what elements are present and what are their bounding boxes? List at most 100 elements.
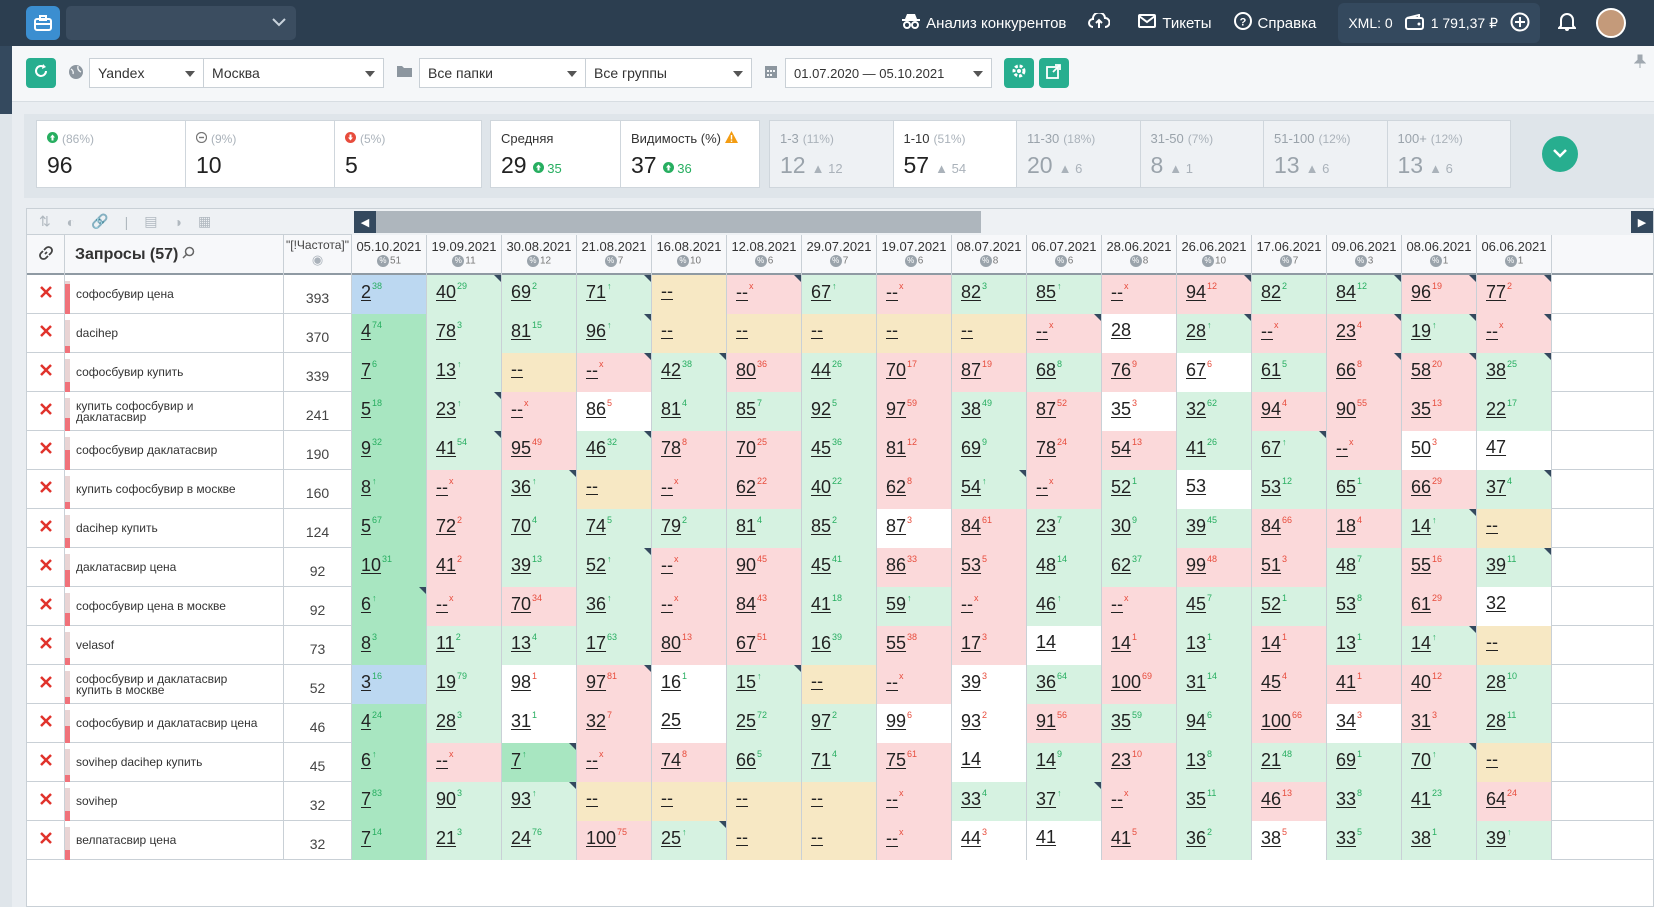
position-cell[interactable]: 4536 — [802, 431, 877, 470]
position-cell[interactable]: 5538 — [877, 626, 952, 665]
help-link[interactable]: ? Справка — [1233, 12, 1316, 34]
date-column-header[interactable]: 19.07.2021% 6 — [877, 235, 952, 275]
position-cell[interactable]: 131 — [1177, 626, 1252, 665]
query-cell[interactable]: софосбувир и даклатасвир цена — [65, 704, 284, 743]
position-cell[interactable]: 14 — [952, 743, 1027, 782]
date-column-header[interactable]: 26.06.2021% 10 — [1177, 235, 1252, 275]
position-cell[interactable]: 668 — [1327, 353, 1402, 392]
horizontal-scrollbar[interactable]: ◀ ▶ — [352, 209, 1653, 235]
group-select[interactable]: Все группы — [585, 58, 752, 88]
position-cell[interactable]: -- — [727, 821, 802, 860]
delete-row-button[interactable] — [27, 626, 65, 665]
position-cell[interactable]: 8013 — [652, 626, 727, 665]
position-cell[interactable]: 4541 — [802, 548, 877, 587]
position-cell[interactable]: 6424 — [1477, 782, 1552, 821]
toggle-icon[interactable]: ◐ — [66, 213, 76, 230]
position-cell[interactable]: 309 — [1102, 509, 1177, 548]
position-cell[interactable]: --x — [1102, 275, 1177, 314]
position-cell[interactable]: 28↑ — [1177, 314, 1252, 353]
position-cell[interactable]: 71↑ — [577, 275, 652, 314]
position-cell[interactable]: 3913 — [502, 548, 577, 587]
position-cell[interactable]: 699 — [952, 431, 1027, 470]
query-cell[interactable]: dacihep — [65, 314, 284, 353]
position-cell[interactable]: 3825 — [1477, 353, 1552, 392]
position-cell[interactable]: 8443 — [727, 587, 802, 626]
position-cell[interactable]: 238 — [352, 275, 427, 314]
link-column-header[interactable] — [27, 235, 65, 275]
position-cell[interactable]: 3511 — [1177, 782, 1252, 821]
sort-icon[interactable]: ⇅ — [39, 213, 51, 229]
position-cell[interactable]: 237 — [1027, 509, 1102, 548]
position-cell[interactable]: -- — [802, 665, 877, 704]
position-cell[interactable]: 1031 — [352, 548, 427, 587]
position-cell[interactable]: 714 — [352, 821, 427, 860]
position-cell[interactable]: 745 — [577, 509, 652, 548]
position-cell[interactable]: 112 — [427, 626, 502, 665]
scrollbar-thumb[interactable] — [376, 211, 981, 233]
position-cell[interactable]: 4814 — [1027, 548, 1102, 587]
position-cell[interactable]: 46↑ — [1027, 587, 1102, 626]
position-cell[interactable]: 411 — [1327, 665, 1402, 704]
position-cell[interactable]: 457 — [1177, 587, 1252, 626]
position-cell[interactable]: -- — [877, 314, 952, 353]
position-cell[interactable]: --x — [877, 275, 952, 314]
position-cell[interactable]: 691 — [1327, 743, 1402, 782]
link-icon[interactable]: 🔗 — [91, 213, 109, 229]
position-cell[interactable]: 857 — [727, 392, 802, 431]
position-cell[interactable]: 783 — [427, 314, 502, 353]
briefcase-icon[interactable] — [26, 6, 60, 40]
position-cell[interactable]: --x — [877, 782, 952, 821]
delete-row-button[interactable] — [27, 665, 65, 704]
position-cell[interactable]: 873 — [877, 509, 952, 548]
position-cell[interactable]: 374 — [1477, 470, 1552, 509]
stat-same[interactable]: (9%) 10 — [186, 121, 335, 187]
position-cell[interactable]: -- — [802, 782, 877, 821]
position-cell[interactable]: --x — [877, 665, 952, 704]
position-cell[interactable]: 487 — [1327, 548, 1402, 587]
position-cell[interactable]: 393 — [952, 665, 1027, 704]
notifications-button[interactable] — [1556, 11, 1582, 35]
position-cell[interactable]: 234 — [1327, 314, 1402, 353]
position-cell[interactable]: 4123 — [1402, 782, 1477, 821]
position-cell[interactable]: 3911 — [1477, 548, 1552, 587]
position-cell[interactable]: 5820 — [1402, 353, 1477, 392]
position-cell[interactable]: 13↑ — [427, 353, 502, 392]
delete-row-button[interactable] — [27, 548, 65, 587]
position-cell[interactable]: 10066 — [1252, 704, 1327, 743]
position-cell[interactable]: 85↑ — [1027, 275, 1102, 314]
position-cell[interactable]: 443 — [952, 821, 1027, 860]
position-cell[interactable]: 8115 — [502, 314, 577, 353]
delete-row-button[interactable] — [27, 821, 65, 860]
position-cell[interactable]: --x — [502, 392, 577, 431]
date-column-header[interactable]: 06.06.2021% 1 — [1477, 235, 1552, 275]
position-cell[interactable]: 28 — [1102, 314, 1177, 353]
position-cell[interactable]: 722 — [427, 509, 502, 548]
query-cell[interactable]: софосбувир купить — [65, 353, 284, 392]
position-cell[interactable]: 503 — [1402, 431, 1477, 470]
position-cell[interactable]: 4426 — [802, 353, 877, 392]
position-cell[interactable]: -- — [952, 314, 1027, 353]
stat-down[interactable]: (5%) 5 — [335, 121, 483, 187]
date-column-header[interactable]: 17.06.2021% 7 — [1252, 235, 1327, 275]
date-column-header[interactable]: 19.09.2021% 11 — [427, 235, 502, 275]
delete-row-button[interactable] — [27, 743, 65, 782]
position-cell[interactable]: -- — [1477, 626, 1552, 665]
search-engine-select[interactable]: Yandex — [89, 58, 204, 88]
position-cell[interactable]: 3559 — [1102, 704, 1177, 743]
position-cell[interactable]: 521 — [1252, 587, 1327, 626]
position-cell[interactable]: -- — [802, 821, 877, 860]
position-cell[interactable]: 32 — [1477, 587, 1552, 626]
position-cell[interactable]: 996 — [877, 704, 952, 743]
position-cell[interactable]: 665 — [727, 743, 802, 782]
position-cell[interactable]: --x — [1327, 431, 1402, 470]
delete-row-button[interactable] — [27, 470, 65, 509]
position-cell[interactable]: 2310 — [1102, 743, 1177, 782]
position-cell[interactable]: 14↑ — [1402, 509, 1477, 548]
position-cell[interactable]: 822 — [1252, 275, 1327, 314]
project-selector[interactable] — [66, 6, 296, 40]
position-cell[interactable]: 772 — [1477, 275, 1552, 314]
delete-row-button[interactable] — [27, 431, 65, 470]
position-cell[interactable]: --x — [427, 743, 502, 782]
position-cell[interactable]: 1979 — [427, 665, 502, 704]
position-cell[interactable]: 2148 — [1252, 743, 1327, 782]
